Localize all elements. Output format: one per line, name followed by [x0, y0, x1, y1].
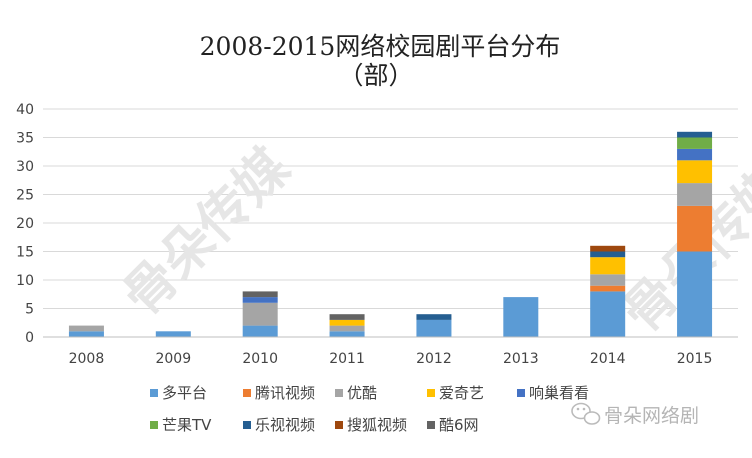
- legend-label: 腾讯视频: [255, 384, 315, 402]
- legend-swatch: [243, 421, 251, 429]
- bar-segment: [590, 291, 626, 337]
- bar-segment: [590, 251, 626, 258]
- bar-segment: [677, 205, 713, 252]
- bar-segment: [677, 251, 713, 337]
- y-tick-label: 30: [16, 159, 34, 175]
- legend-swatch: [150, 389, 158, 397]
- bar-segment: [329, 325, 365, 332]
- bar-segment: [329, 331, 365, 337]
- x-tick-label: 2013: [503, 351, 539, 367]
- bar-segment: [677, 148, 713, 161]
- legend-label: 乐视视频: [255, 416, 315, 434]
- bar-segment: [677, 137, 713, 149]
- bar-segment: [68, 325, 104, 332]
- bar-segment: [329, 314, 365, 320]
- legend-swatch: [517, 389, 525, 397]
- bar-segment: [242, 291, 278, 298]
- x-axis: 2008 2009 2010 2011 2012 2013 2014 2015: [43, 336, 738, 367]
- bar-segment: [242, 302, 278, 326]
- bar-segment: [242, 297, 278, 303]
- x-tick-label: 2012: [416, 351, 452, 367]
- bar-segment: [677, 183, 713, 206]
- y-tick-label: 25: [16, 188, 34, 204]
- legend-swatch: [243, 389, 251, 397]
- legend-label: 芒果TV: [162, 416, 212, 434]
- bar-segment: [329, 319, 365, 326]
- y-tick-label: 0: [25, 330, 34, 346]
- watermark-layer: 骨朵传媒骨朵传媒: [112, 137, 752, 344]
- bar-segment: [503, 297, 539, 337]
- bar-segment: [590, 285, 626, 292]
- x-tick-label: 2011: [329, 351, 365, 367]
- y-tick-label: 40: [16, 102, 34, 118]
- x-tick-label: 2010: [242, 351, 278, 367]
- wechat-icon: [571, 402, 601, 425]
- legend-label: 酷6网: [439, 416, 479, 434]
- y-axis: 0 5 10 15 20 25 30 35 40: [16, 102, 34, 346]
- x-tick-label: 2009: [155, 351, 191, 367]
- chart-title: 2008-2015网络校园剧平台分布: [200, 32, 561, 61]
- bar-segment: [416, 314, 452, 320]
- legend-label: 响巢看看: [529, 384, 589, 402]
- bar-segment: [155, 331, 191, 337]
- chart-subtitle: （部）: [338, 61, 413, 90]
- x-tick-label: 2014: [590, 351, 626, 367]
- account-watermark: 骨朵网络剧: [571, 402, 699, 427]
- x-tick-label: 2015: [677, 351, 713, 367]
- legend-swatch: [427, 421, 435, 429]
- y-tick-label: 10: [16, 273, 34, 289]
- legend-label: 优酷: [347, 384, 377, 402]
- bar-segment: [590, 257, 626, 275]
- legend-swatch: [335, 389, 343, 397]
- legend-swatch: [150, 421, 158, 429]
- x-tick-label: 2008: [69, 351, 105, 367]
- y-tick-label: 15: [16, 245, 34, 261]
- y-tick-label: 20: [16, 216, 34, 232]
- bar-segment: [677, 131, 713, 138]
- bar-segment: [590, 245, 626, 252]
- legend-label: 爱奇艺: [439, 384, 484, 402]
- bars: [68, 131, 713, 337]
- legend-label: 搜狐视频: [347, 416, 407, 434]
- gridlines: [43, 108, 738, 338]
- legend-label: 多平台: [162, 384, 207, 402]
- bar-segment: [416, 319, 452, 337]
- bar-segment: [590, 274, 626, 286]
- y-tick-label: 35: [16, 131, 34, 147]
- legend-swatch: [427, 389, 435, 397]
- bar-segment: [677, 160, 713, 184]
- bar-segment: [68, 331, 104, 337]
- legend-swatch: [335, 421, 343, 429]
- bar-segment: [242, 325, 278, 337]
- y-tick-label: 5: [25, 302, 34, 318]
- account-label: 骨朵网络剧: [604, 405, 699, 427]
